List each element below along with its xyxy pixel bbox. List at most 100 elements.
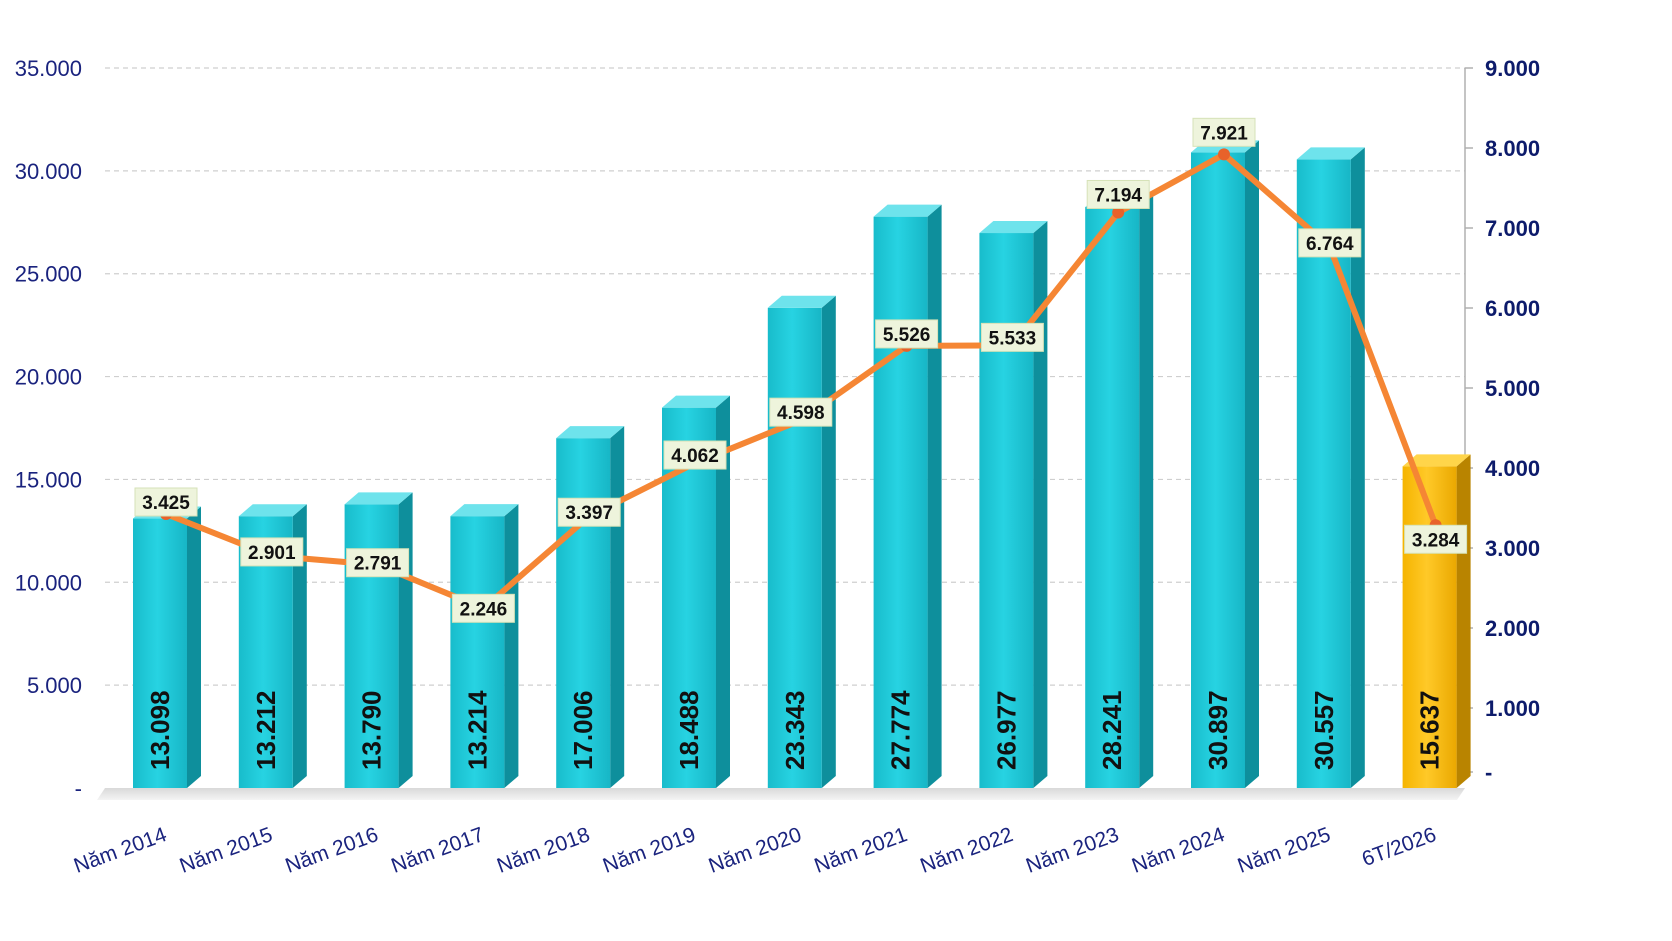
bar-value-label: 26.977 (991, 690, 1021, 770)
bar-side-face (1139, 195, 1154, 788)
right-axis-tick: - (1485, 760, 1492, 785)
bar-value-label: 30.557 (1309, 690, 1339, 770)
line-value-label: 2.246 (460, 599, 508, 620)
category-label: Năm 2020 (706, 823, 805, 878)
right-axis-tick: 7.000 (1485, 216, 1540, 241)
line-label-box (1298, 228, 1362, 258)
bar-top-face (662, 395, 730, 408)
bar-front-face (1085, 207, 1140, 788)
bar: 18.488 (662, 395, 730, 788)
right-axis-tick: 4.000 (1485, 456, 1540, 481)
left-axis: - 5.000 10.000 15.000 20.000 25.000 30.000 35.0… (15, 56, 82, 801)
bar-value-label: 17.006 (568, 690, 598, 770)
bar: 23.343 (767, 295, 836, 788)
category-label: Năm 2017 (388, 823, 487, 878)
bar-front-face (873, 216, 928, 788)
bar: 17.006 (556, 426, 625, 788)
category-label: Năm 2018 (494, 823, 593, 878)
category-label: Năm 2015 (177, 823, 276, 878)
line-value-label: 5.526 (883, 325, 931, 346)
bars-layer: 13.098 13.212 13.790 13.214 17.006 18.488 23.3… (133, 140, 1471, 789)
bar-top-face (979, 221, 1048, 234)
category-label: Năm 2023 (1023, 823, 1122, 878)
left-axis-tick: 35.000 (15, 56, 82, 81)
bar-top-face (450, 504, 519, 517)
category-label: Năm 2025 (1235, 823, 1334, 878)
bar-top-face (1296, 147, 1365, 160)
chart-floor (97, 788, 1465, 800)
line-label-box (240, 537, 304, 567)
left-axis-tick: 5.000 (27, 673, 82, 698)
bar-value-label: 15.637 (1415, 690, 1445, 770)
line-label-box (134, 487, 198, 517)
line-label-box (346, 548, 410, 578)
bar-front-face (1402, 466, 1457, 788)
bar-value-label: 13.790 (357, 690, 387, 770)
bar-value-label: 18.488 (674, 690, 704, 770)
line-label-box (663, 440, 727, 470)
bar-side-face (398, 492, 413, 788)
bar: 13.098 (133, 506, 201, 788)
bar-front-face (1191, 152, 1245, 789)
category-label: 6T/2026 (1359, 823, 1439, 871)
left-axis-tick: 15.000 (15, 467, 82, 492)
right-axis-tick: 6.000 (1485, 296, 1540, 321)
left-axis-tick: 20.000 (15, 365, 82, 390)
bar-top-face (344, 492, 413, 505)
line-value-label: 7.194 (1094, 185, 1142, 206)
left-axis-tick: 10.000 (15, 570, 82, 595)
bar: 28.241 (1085, 195, 1154, 788)
line-value-label: 5.533 (989, 328, 1037, 349)
line-label-box (875, 319, 939, 349)
category-label: Năm 2024 (1129, 823, 1228, 878)
right-axis-tick: 8.000 (1485, 136, 1540, 161)
line-value-labels: 3.425 2.901 2.791 2.246 3.397 4.062 4.598 5.526… (134, 117, 1468, 623)
bar: 26.977 (979, 221, 1048, 789)
bar-value-label: 23.343 (780, 690, 810, 770)
bar-value-label: 13.098 (145, 690, 175, 770)
right-axis: - 1.000 2.000 3.000 4.000 5.000 6.000 7.000 8.00… (1464, 56, 1540, 785)
bar-value-label: 13.212 (251, 690, 281, 770)
category-label: Năm 2019 (600, 823, 699, 878)
line-value-label: 2.791 (354, 554, 402, 575)
line-value-label: 2.901 (248, 543, 296, 564)
bar-side-face (716, 395, 730, 788)
line-value-label: 3.425 (142, 493, 190, 514)
line-label-box (769, 397, 833, 427)
bar-value-label: 30.897 (1203, 690, 1233, 770)
bar-side-face (1033, 221, 1048, 789)
left-axis-tick: - (75, 776, 82, 801)
line-value-label: 6.764 (1306, 234, 1354, 255)
bar-front-face (767, 307, 822, 788)
bar-side-face (504, 504, 519, 788)
bar: 30.557 (1296, 147, 1365, 788)
bar: 27.774 (873, 204, 942, 788)
bar-top-face (873, 204, 942, 217)
right-axis-tick: 1.000 (1485, 696, 1540, 721)
line-label-box (451, 593, 515, 623)
bar-front-face (556, 438, 611, 788)
right-axis-tick: 9.000 (1485, 56, 1540, 81)
bar-side-face (1245, 140, 1259, 789)
bar-highlight: 15.637 (1402, 454, 1471, 788)
bar-top-face (1402, 454, 1471, 467)
bar-value-label: 13.214 (462, 690, 492, 770)
bar: 13.790 (344, 492, 413, 788)
line-value-label: 3.397 (565, 503, 613, 524)
bar-top-face (767, 295, 836, 308)
bar-front-face (1296, 159, 1351, 788)
category-label: Năm 2021 (811, 823, 910, 878)
bar-side-face (927, 204, 942, 788)
bar-front-face (450, 516, 505, 788)
bar-value-label: 28.241 (1097, 690, 1127, 770)
line-point (1112, 206, 1125, 219)
line-value-label: 4.062 (671, 446, 719, 467)
bar-side-face (821, 295, 836, 788)
line-label-box (1192, 117, 1256, 147)
bar: 13.214 (450, 504, 519, 788)
line-label-box (1404, 524, 1468, 554)
line-label-box (1086, 179, 1150, 209)
line-label-box (980, 322, 1044, 352)
